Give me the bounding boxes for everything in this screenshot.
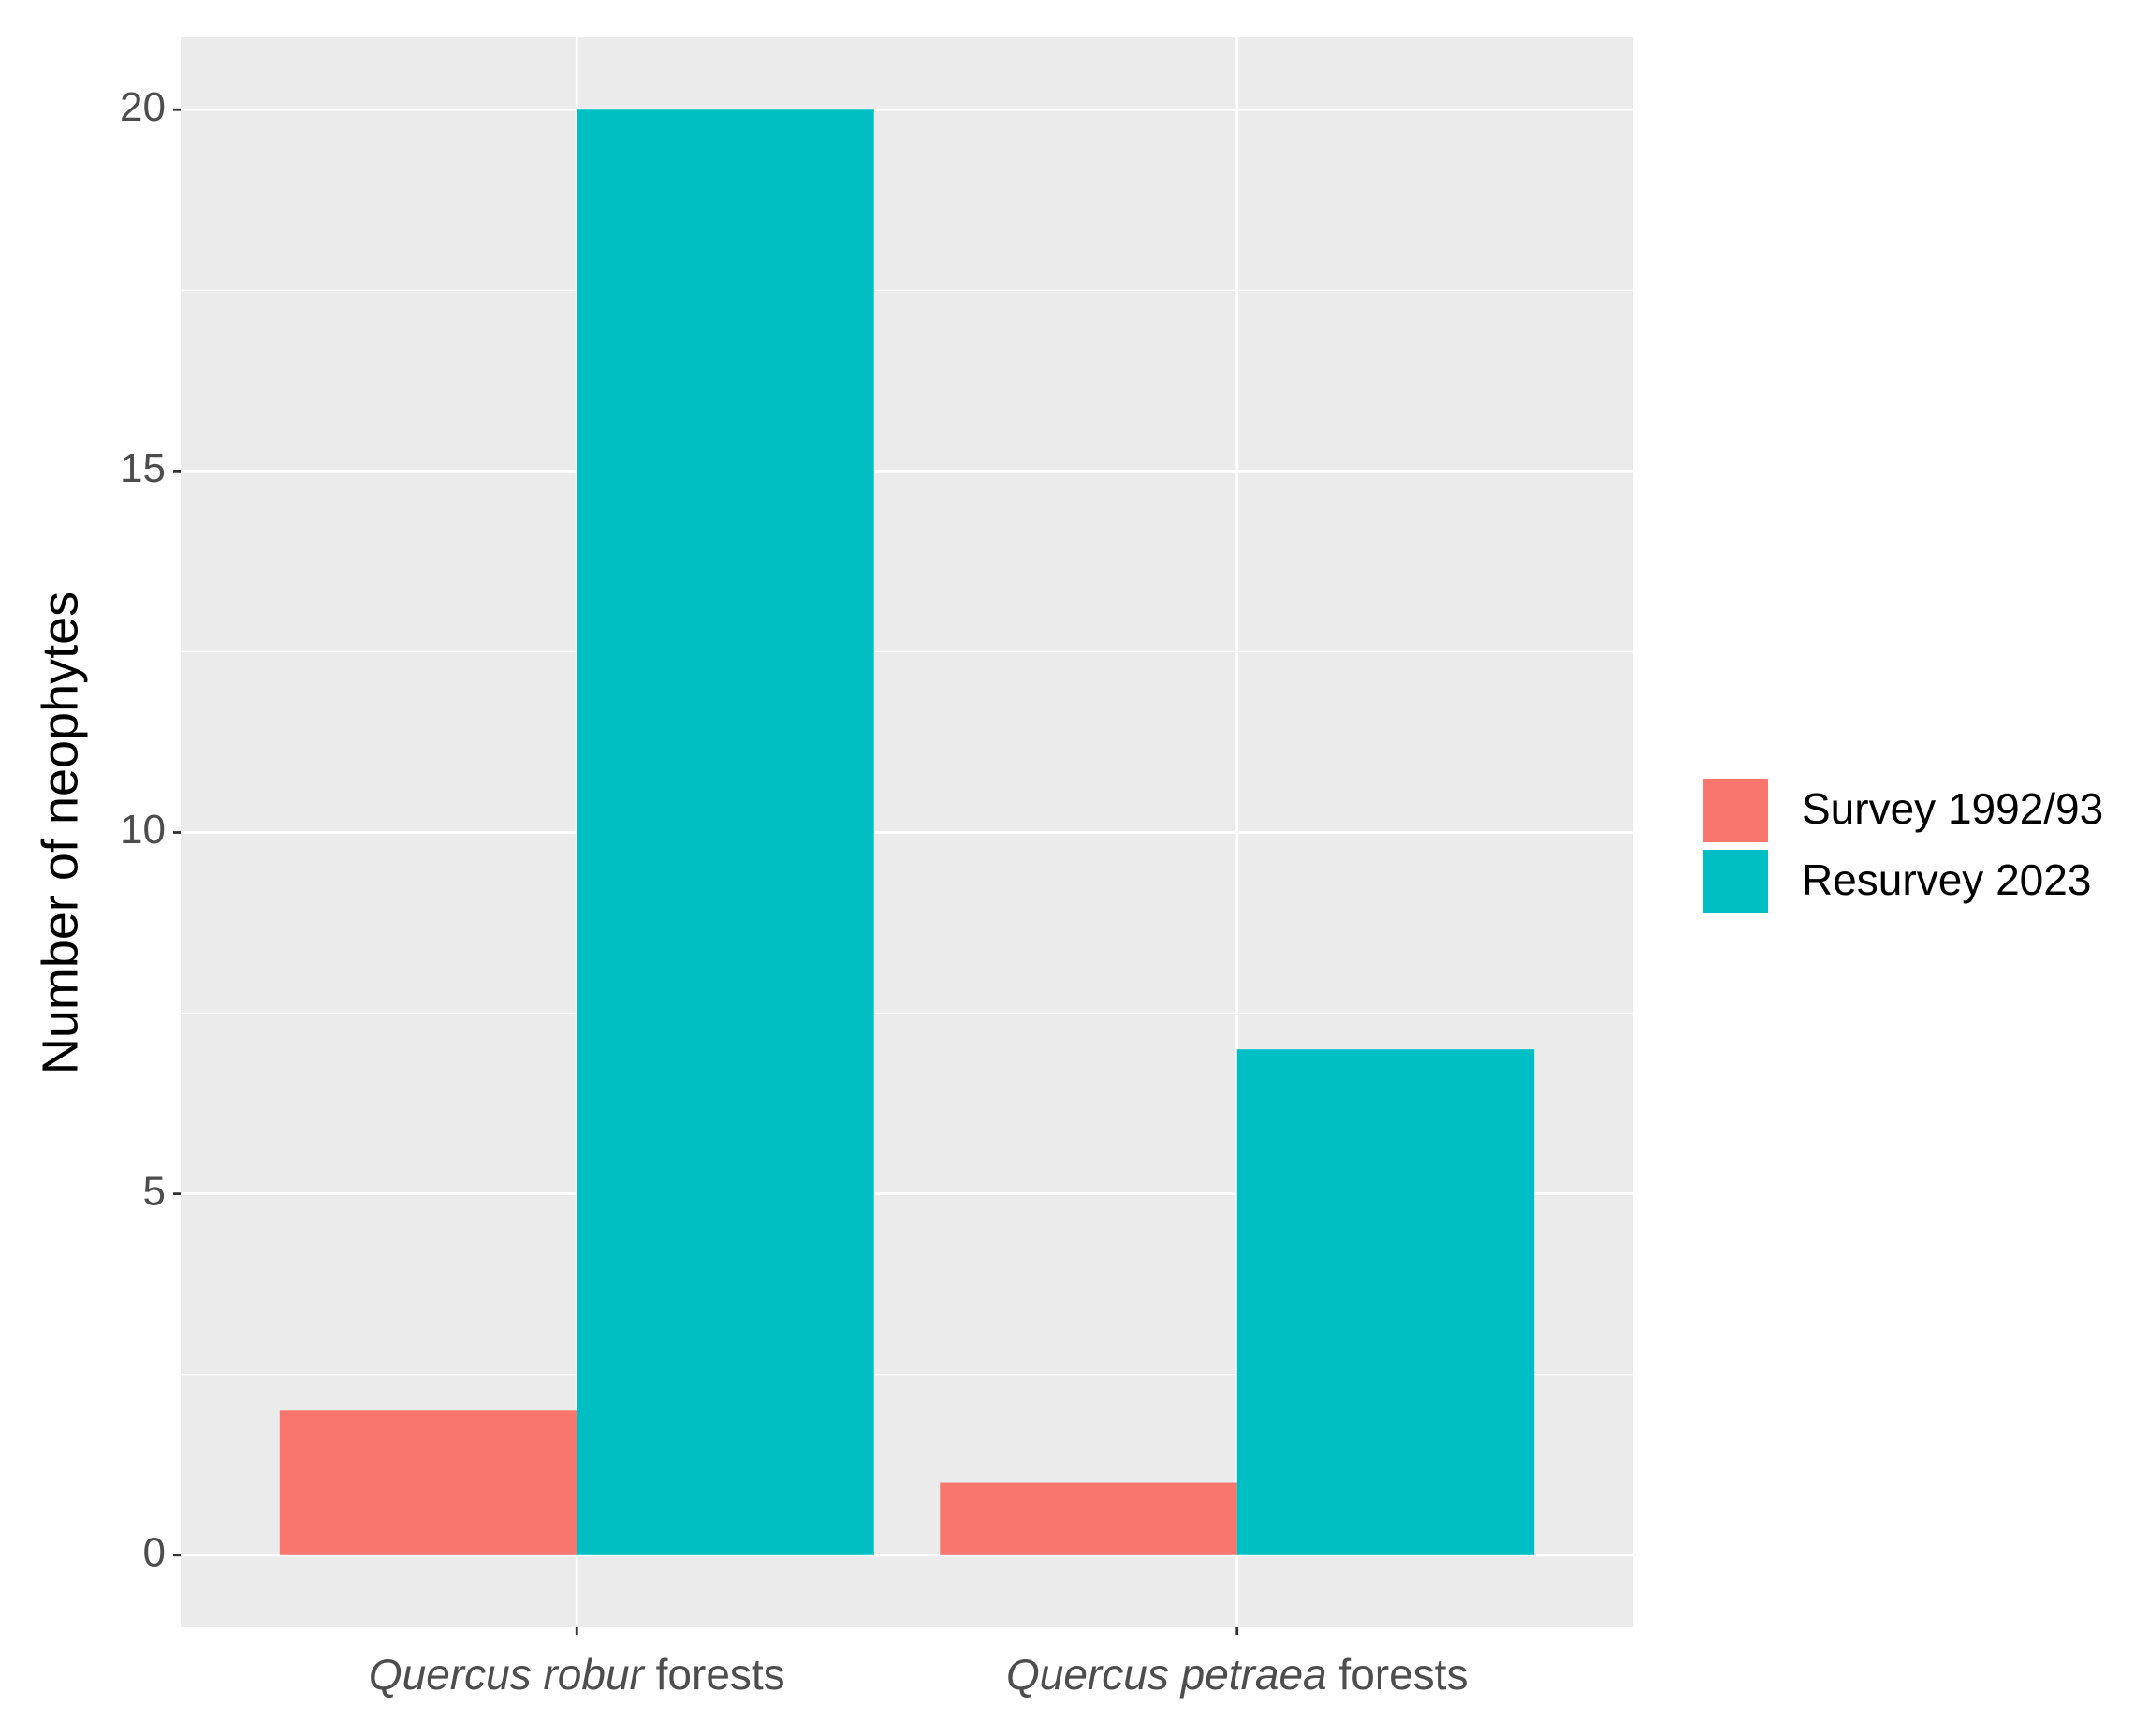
legend-label: Survey 1992/93: [1802, 784, 2103, 833]
bar: [1236, 1049, 1535, 1555]
legend-label: Resurvey 2023: [1802, 855, 2091, 904]
bar: [279, 1410, 577, 1555]
bar: [940, 1482, 1237, 1555]
x-tick-label: Quercus petraea forests: [1006, 1650, 1468, 1699]
x-tick-label: Quercus robur forests: [369, 1650, 785, 1699]
y-tick-label: 20: [120, 84, 166, 130]
y-tick-label: 5: [143, 1168, 166, 1214]
legend-key: [1703, 779, 1768, 842]
y-tick-label: 10: [120, 807, 166, 853]
y-tick-label: 15: [120, 445, 166, 491]
bar: [577, 109, 874, 1555]
y-axis-label: Number of neophytes: [32, 591, 88, 1074]
legend-key: [1703, 850, 1768, 913]
y-tick-label: 0: [143, 1529, 166, 1575]
